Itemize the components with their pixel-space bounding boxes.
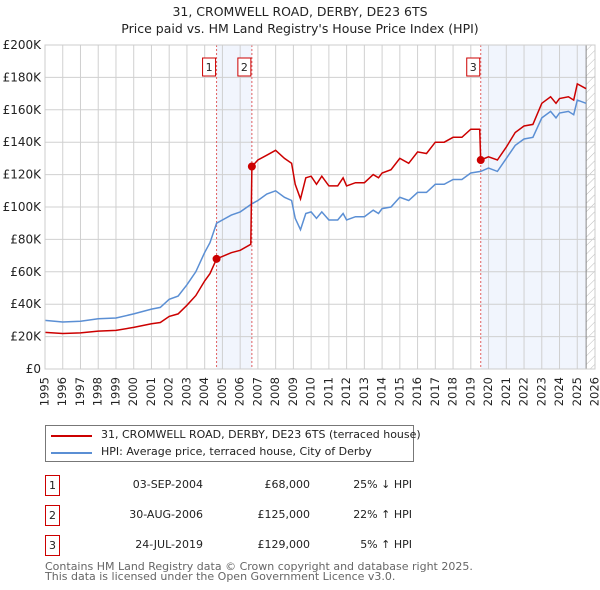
sale-point [247, 162, 256, 171]
sale-label-box [466, 57, 481, 77]
x-tick-label: 2020 [481, 377, 495, 406]
x-tick-label: 2019 [463, 377, 477, 406]
sale-label-box [202, 57, 217, 77]
transaction-date: 24-JUL-2019 [135, 538, 203, 551]
transaction-price: £129,000 [257, 538, 311, 551]
y-tick-label: £120K [3, 168, 43, 182]
x-tick-label: 2017 [428, 377, 442, 406]
y-tick-label: £20K [10, 330, 42, 344]
sale-label-box [237, 57, 252, 77]
legend-swatch-property [51, 435, 92, 437]
x-tick-label: 2000 [126, 377, 140, 406]
x-tick-label: 1999 [108, 377, 122, 406]
x-tick-label: 2024 [552, 377, 566, 406]
x-tick-label: 2003 [179, 377, 193, 406]
y-tick-label: £140K [3, 135, 43, 149]
y-tick-label: £0 [26, 362, 41, 376]
x-tick-label: 2010 [304, 377, 318, 406]
transaction-date: 30-AUG-2006 [129, 508, 203, 521]
x-tick-label: 2013 [357, 377, 371, 406]
y-tick-label: £180K [3, 70, 43, 84]
x-tick-label: 2002 [162, 377, 176, 406]
x-tick-label: 2026 [588, 377, 600, 406]
hpi-series-line [44, 99, 587, 323]
x-tick-label: 2014 [375, 377, 389, 406]
plot-area: 1995 1996 1997 1998 1999 2000 2001 2002 2003 2004… [3, 38, 600, 406]
y-tick-label: £80K [10, 232, 42, 246]
x-tick-label: 2007 [250, 377, 264, 406]
sale-point [212, 254, 221, 263]
y-tick-label: £200K [3, 38, 43, 52]
transaction-date: 03-SEP-2004 [132, 478, 203, 491]
x-tick-label: 2012 [339, 377, 353, 406]
transaction-row: 1 03-SEP-2004 £68,000 25% ↓ HPI [45, 475, 445, 496]
transaction-hpi-diff: 25% ↓ HPI [353, 478, 412, 491]
y-tick-label: £100K [3, 200, 43, 214]
plot-border [44, 44, 596, 370]
sale-point [476, 156, 485, 165]
property-series-line [44, 82, 587, 335]
sale-label: 1 [206, 61, 213, 74]
x-tick-label: 2025 [570, 377, 584, 406]
sale-label: 3 [470, 61, 477, 74]
x-tick-label: 1998 [91, 377, 105, 406]
x-tick-label: 1996 [55, 377, 69, 406]
x-tick-label: 2004 [197, 377, 211, 406]
transaction-price: £68,000 [264, 478, 311, 491]
x-tick-label: 2022 [517, 377, 531, 406]
x-tick-label: 2018 [446, 377, 460, 406]
transaction-number: 2 [45, 505, 60, 526]
x-tick-label: 2005 [215, 377, 229, 406]
sale-label: 2 [241, 61, 248, 74]
x-tick-label: 2023 [534, 377, 548, 406]
y-tick-label: £60K [10, 265, 42, 279]
legend: 31, CROMWELL ROAD, DERBY, DE23 6TS (terr… [45, 425, 421, 462]
x-tick-label: 2008 [268, 377, 282, 406]
x-tick-label: 2021 [499, 377, 513, 406]
legend-label-hpi: HPI: Average price, terraced house, City… [101, 445, 372, 458]
y-tick-label: £40K [10, 297, 42, 311]
transaction-number: 3 [45, 535, 60, 556]
footer-licence: This data is licensed under the Open Gov… [45, 570, 396, 583]
x-tick-label: 1997 [73, 377, 87, 406]
legend-swatch-hpi [51, 452, 92, 454]
legend-label-property: 31, CROMWELL ROAD, DERBY, DE23 6TS (terr… [101, 428, 421, 441]
x-tick-label: 2009 [286, 377, 300, 406]
x-tick-label: 1995 [38, 377, 52, 406]
footer-copyright: Contains HM Land Registry data © Crown c… [45, 560, 473, 573]
transaction-row: 2 30-AUG-2006 £125,000 22% ↑ HPI [45, 505, 445, 526]
transaction-number: 1 [45, 475, 60, 496]
transaction-price: £125,000 [257, 508, 311, 521]
transaction-row: 3 24-JUL-2019 £129,000 5% ↑ HPI [45, 535, 445, 556]
y-tick-label: £160K [3, 103, 43, 117]
x-tick-label: 2011 [321, 377, 335, 406]
x-tick-label: 2016 [410, 377, 424, 406]
chart-title: 31, CROMWELL ROAD, DERBY, DE23 6TS [172, 4, 428, 19]
chart-subtitle: Price paid vs. HM Land Registry's House … [121, 21, 479, 36]
x-tick-label: 2015 [392, 377, 406, 406]
transaction-hpi-diff: 5% ↑ HPI [360, 538, 412, 551]
x-tick-label: 2001 [144, 377, 158, 406]
x-tick-label: 2006 [233, 377, 247, 406]
transaction-hpi-diff: 22% ↑ HPI [353, 508, 412, 521]
